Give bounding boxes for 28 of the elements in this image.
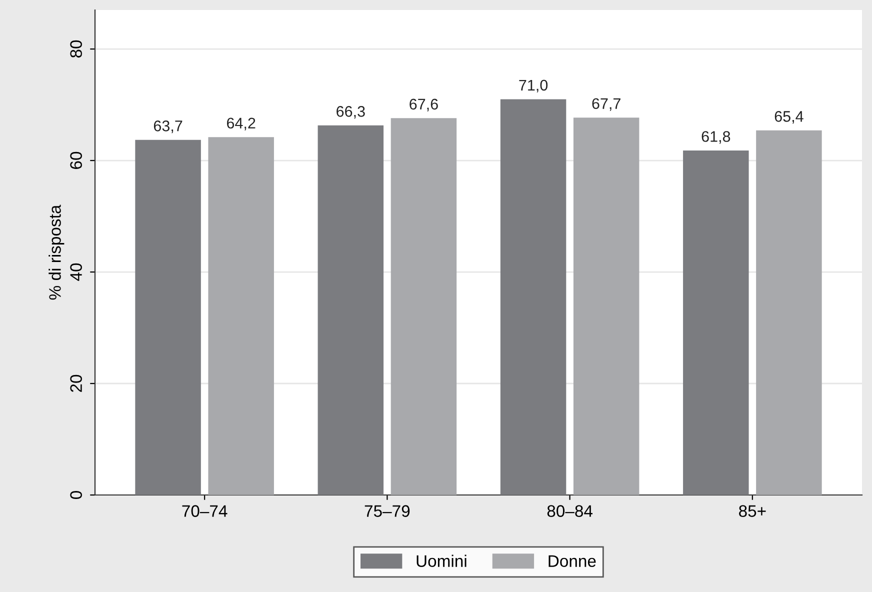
- x-tick-label: 75–79: [364, 505, 410, 517]
- y-tick-label: 80: [70, 40, 82, 58]
- data-label: 71,0: [519, 80, 548, 92]
- bar: [756, 130, 822, 495]
- y-tick-label: 20: [70, 374, 82, 392]
- bar: [683, 150, 749, 495]
- bar: [390, 118, 457, 495]
- bar: [135, 140, 201, 495]
- data-label: 67,6: [410, 98, 438, 112]
- y-tick-label: 0: [70, 491, 82, 499]
- data-label: 65,4: [774, 111, 804, 124]
- bar: [573, 118, 640, 495]
- data-label: 63,7: [154, 120, 182, 134]
- legend-label: Uomini: [416, 554, 466, 567]
- y-tick-label: 40: [70, 263, 82, 281]
- x-tick-label: 80–84: [547, 505, 592, 517]
- y-axis-title: % di risposta: [48, 204, 64, 300]
- y-tick-label: 60: [70, 152, 82, 169]
- data-label: 61,8: [702, 131, 730, 144]
- bar: [500, 99, 566, 495]
- data-label: 67,7: [592, 98, 620, 111]
- legend-label: Donne: [548, 555, 596, 567]
- data-label: 64,2: [227, 118, 256, 130]
- bar: [208, 137, 274, 495]
- data-label: 66,3: [336, 106, 365, 119]
- bar: [318, 125, 384, 495]
- x-tick-label: 85+: [739, 505, 766, 517]
- x-tick-label: 70–74: [182, 505, 228, 517]
